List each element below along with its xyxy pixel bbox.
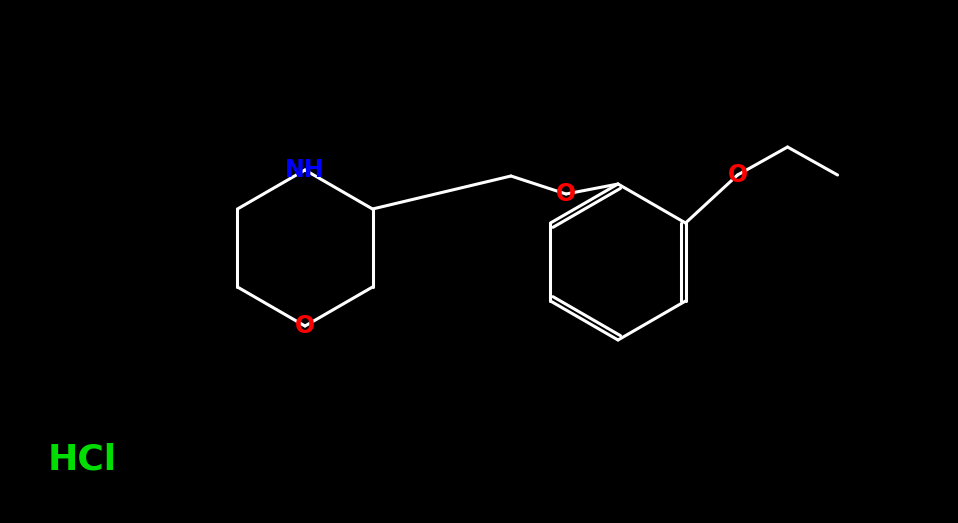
Text: O: O (295, 314, 315, 338)
Text: O: O (556, 182, 576, 206)
Text: O: O (727, 163, 747, 187)
Text: HCl: HCl (48, 443, 117, 477)
Text: NH: NH (285, 158, 325, 182)
